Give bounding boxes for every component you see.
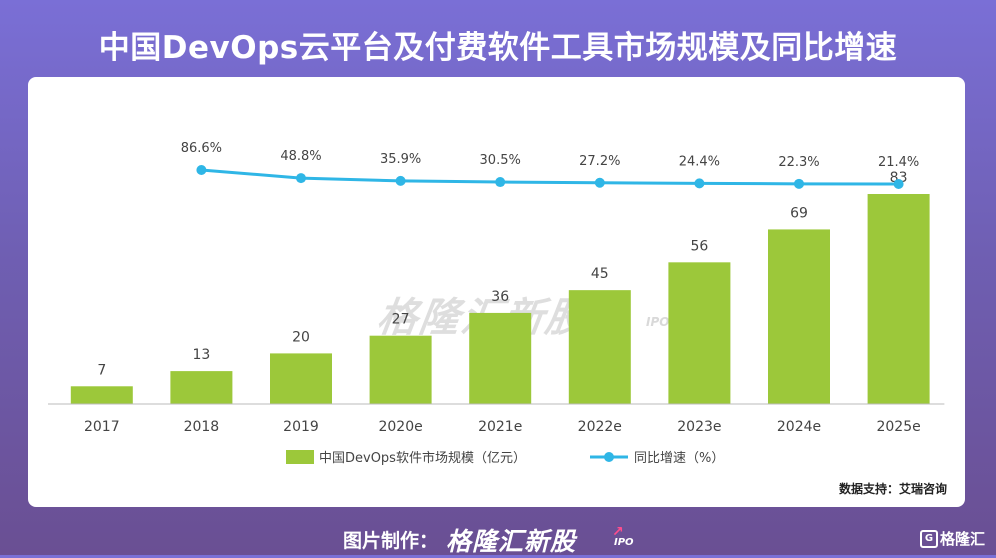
legend-bar-swatch <box>286 450 314 464</box>
growth-line <box>201 168 899 186</box>
bar <box>867 194 930 404</box>
bar <box>70 386 133 404</box>
logo-text: 格隆汇 <box>940 530 986 548</box>
bar-value-label: 45 <box>591 266 609 282</box>
bar <box>568 290 631 404</box>
footer-brand-sub: IPO <box>614 537 634 548</box>
growth-point <box>296 173 306 184</box>
watermark-sub: IPO <box>646 315 670 329</box>
footer-label: 图片制作： <box>343 530 439 552</box>
x-tick-label: 2017 <box>84 419 120 435</box>
growth-point <box>395 175 406 186</box>
growth-point <box>893 179 904 190</box>
growth-point <box>794 178 804 189</box>
x-tick-label: 2023e <box>677 419 721 435</box>
chart-panel: 格隆汇新股 IPO 72017132018202019272020e362021… <box>28 77 965 507</box>
bar-value-label: 7 <box>97 362 106 378</box>
growth-value-label: 30.5% <box>480 153 521 168</box>
bar-value-label: 36 <box>491 289 509 305</box>
growth-point <box>495 177 506 188</box>
x-tick-label: 2021e <box>478 419 522 435</box>
growth-value-label: 86.6% <box>181 141 222 156</box>
bar-value-label: 20 <box>292 329 310 345</box>
bar <box>270 353 332 404</box>
bar-value-label: 27 <box>392 312 410 328</box>
x-tick-label: 2025e <box>876 419 920 435</box>
chart-svg: 7 2017 13 2018 20 2019 27 2020e 36 2021e 45 2022e 56… <box>48 141 945 466</box>
growth-value-label: 48.8% <box>280 149 321 164</box>
x-tick-label: 2022e <box>578 419 622 435</box>
bar <box>469 312 532 404</box>
growth-value-label: 21.4% <box>878 155 919 170</box>
bar <box>768 229 830 404</box>
bar-value-label: 13 <box>192 347 210 363</box>
x-tick-label: 2020e <box>378 419 422 435</box>
x-tick-label: 2018 <box>184 419 220 435</box>
growth-point <box>594 177 605 188</box>
growth-value-label: 27.2% <box>579 154 620 169</box>
footer-brand: 格隆汇新股 <box>446 527 577 556</box>
growth-point <box>196 165 207 175</box>
growth-value-label: 35.9% <box>380 152 421 167</box>
trend-arrow-icon: ↗ <box>612 524 624 540</box>
growth-value-label: 22.3% <box>778 155 819 170</box>
legend-line-label: 同比增速（%） <box>634 451 724 466</box>
legend-bar-label: 中国DevOps软件市场规模（亿元） <box>319 450 526 466</box>
gelonghui-logo-icon: G <box>920 530 938 548</box>
bar <box>668 262 731 404</box>
x-tick-label: 2019 <box>283 419 319 435</box>
bar-value-label: 69 <box>790 205 808 221</box>
growth-value-label: 24.4% <box>679 154 720 169</box>
footer: 图片制作： 格隆汇新股 ↗ IPO G 格隆汇 <box>0 520 996 556</box>
chart-title: 中国DevOps云平台及付费软件工具市场规模及同比增速 <box>98 30 898 66</box>
bar <box>170 371 233 404</box>
bar-value-label: 56 <box>690 238 708 254</box>
x-tick-label: 2024e <box>777 419 821 435</box>
bar <box>369 335 432 404</box>
growth-point <box>694 178 705 189</box>
legend-line-marker <box>604 452 614 462</box>
data-source: 数据支持：艾瑞咨询 <box>838 482 947 496</box>
